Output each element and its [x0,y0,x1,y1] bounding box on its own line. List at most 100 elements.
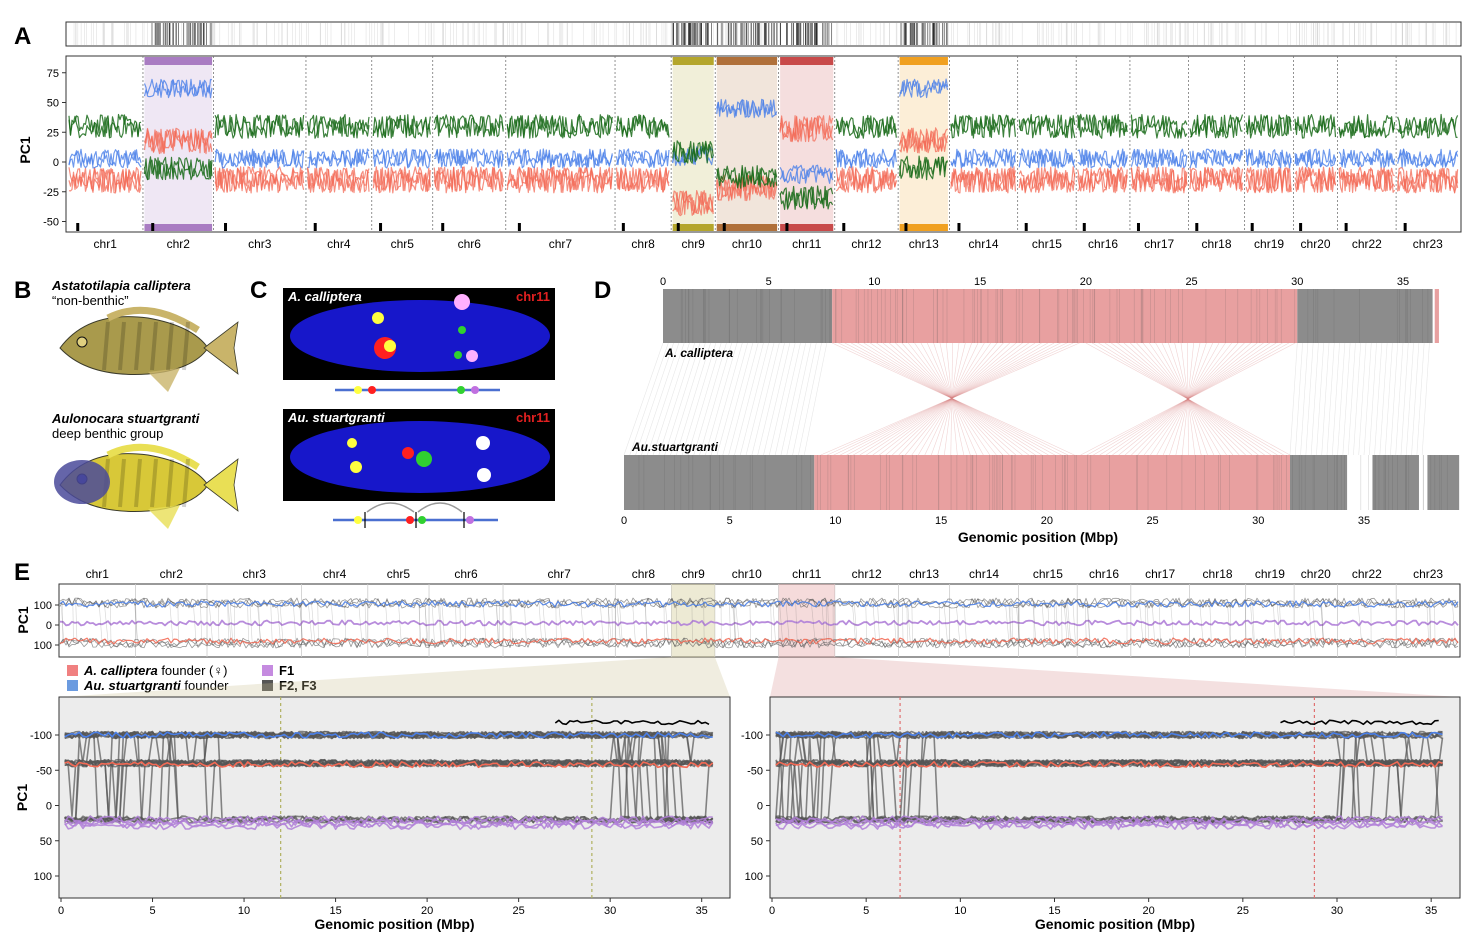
chrom-label-chr5: chr5 [391,237,415,251]
bottom-axis-tick: 0 [621,515,627,527]
highlight-band-chr10 [716,57,778,231]
bottom-axis-tick: 5 [727,515,733,527]
panel-b-letter: B [14,277,31,304]
e-chrom-label-chr16: chr16 [1089,567,1119,581]
zoom-ytick-label: -100 [741,730,763,742]
strip-dense-chr2 [151,23,213,45]
fish-anal [148,505,180,529]
zoom-xlabel: Genomic position (Mbp) [1035,916,1195,932]
micrograph-chrom: chr11 [516,410,550,425]
zoom-frame [769,696,1461,899]
traces-chr15 [1018,114,1076,194]
highlight-cap-chr11 [780,57,834,65]
traces-chr16 [1077,113,1128,194]
e-chrom-label-chr10: chr10 [732,567,762,581]
zoom-ytick-label: 100 [745,871,763,883]
traces-chr19 [1245,114,1292,194]
e-trace-stuartgranti [59,600,1459,608]
panel-b: B [14,277,239,529]
zoom-xtick-label: 0 [58,905,64,917]
zoom-trace-calliptera [64,761,714,769]
fish-blue-head [54,460,110,504]
zoom-trace-black [554,719,710,726]
fish-bar [102,321,110,371]
synteny-links [623,342,1430,456]
panel-c-letter: C [250,277,267,304]
e-legend: A. calliptera founder (♀)Au. stuartgrant… [67,663,317,693]
chrom-label-chr15: chr15 [1032,237,1062,251]
highlight-cap-chr2 [144,57,213,65]
e-chrom-label-chr14: chr14 [969,567,999,581]
strip-dense-chr13 [900,23,948,45]
zoom-xtick-label: 25 [513,905,525,917]
ytick-label: -25 [43,187,59,199]
bottom-axis-tick: 15 [935,515,947,527]
bottom-axis-tick: 10 [829,515,841,527]
legend-label: F1 [279,663,294,678]
zoom-chr9: PC1 -100 -50 0 50 100 0 5 10 15 20 25 30 35 Genomic po… [14,696,731,932]
legend-label: Au. stuartgranti founder [83,678,229,693]
ideogram-probe [354,516,362,524]
zoom-xtick-label: 35 [1425,905,1437,917]
traces-chr17 [1130,114,1188,194]
zoom-chr11: -100 -50 0 50 100 0 5 10 15 20 25 30 35 Genomic posit… [741,696,1461,932]
top-block-grey-1 [663,289,833,343]
chrom-label-chr13: chr13 [909,237,939,251]
panel-d: D 0 5 10 15 20 25 30 35 A. calliptera Au.stuartgra… [594,276,1460,545]
traces-chr13 [899,78,949,181]
e-chrom-label-chr11: chr11 [792,567,821,581]
fish2-desc: deep benthic group [52,426,164,441]
zoom-trace-calliptera [775,761,1443,769]
strip-dense-chr9 [672,23,712,45]
zoom-trace-stuartgranti [64,731,713,739]
bottom-axis-tick: 25 [1146,515,1158,527]
legend-swatch [67,665,78,676]
zoom-xtick-label: 15 [1048,905,1060,917]
probe-signal [347,438,357,448]
traces-chr8 [615,114,670,194]
zoom-xtick-label: 15 [329,905,341,917]
zoom-xtick-label: 35 [696,905,708,917]
probe-signal [402,447,414,459]
zoom-wedge-chr11 [770,657,1460,697]
traces-chr18 [1189,114,1244,193]
fish1-label: Astatotilapia calliptera “non-benthic” [52,278,191,308]
zoom-xtick-label: 20 [1143,905,1155,917]
zoom-xlabel: Genomic position (Mbp) [314,916,474,932]
probe-signal [458,326,466,334]
bottom-axis-tick: 20 [1041,515,1053,527]
ytick-label: 50 [47,98,59,110]
top-axis-tick: 25 [1185,276,1197,288]
traces-chr20 [1294,114,1337,193]
probe-signal [350,461,362,473]
traces-chr14 [950,113,1016,194]
bottom-block-grey-4 [1427,455,1460,510]
chrom-label-chr10: chr10 [732,237,762,251]
zoom-ytick-label: -100 [30,730,52,742]
e-trace-f1 [59,619,1459,627]
e-chrom-label-chr4: chr4 [323,567,347,581]
highlight-foot-chr13 [899,224,948,231]
panel-a: A PC1 75 50 25 0 -25 -50 chr1 chr2 chr3 chr4 chr5 chr… [14,21,1462,251]
probe-signal [416,451,432,467]
panel-a-ylabel: PC1 [17,136,33,163]
micrograph-chrom: chr11 [516,289,550,304]
top-block-pink [832,289,1298,343]
micrograph-bottom: Au. stuartgranti chr11 [283,409,555,501]
probe-signal [454,294,470,310]
bottom-block-grey-2 [1290,455,1348,510]
traces-chr3 [214,113,305,194]
bottom-block-grey-3 [1372,455,1419,510]
traces-chr10 [716,98,778,202]
zoom-trace-f1 [64,821,714,831]
e-traces [59,597,1459,649]
chrom-label-chr1: chr1 [94,237,118,251]
strip-light [73,23,1457,45]
fish-dorsal [106,443,200,470]
fish-bar [150,321,158,371]
zoom-wedge-chr9 [60,657,730,697]
probe-signal [466,350,478,362]
ideogram-probe [406,516,414,524]
zoom-xtick-label: 30 [1331,905,1343,917]
zoom-xtick-label: 25 [1237,905,1249,917]
